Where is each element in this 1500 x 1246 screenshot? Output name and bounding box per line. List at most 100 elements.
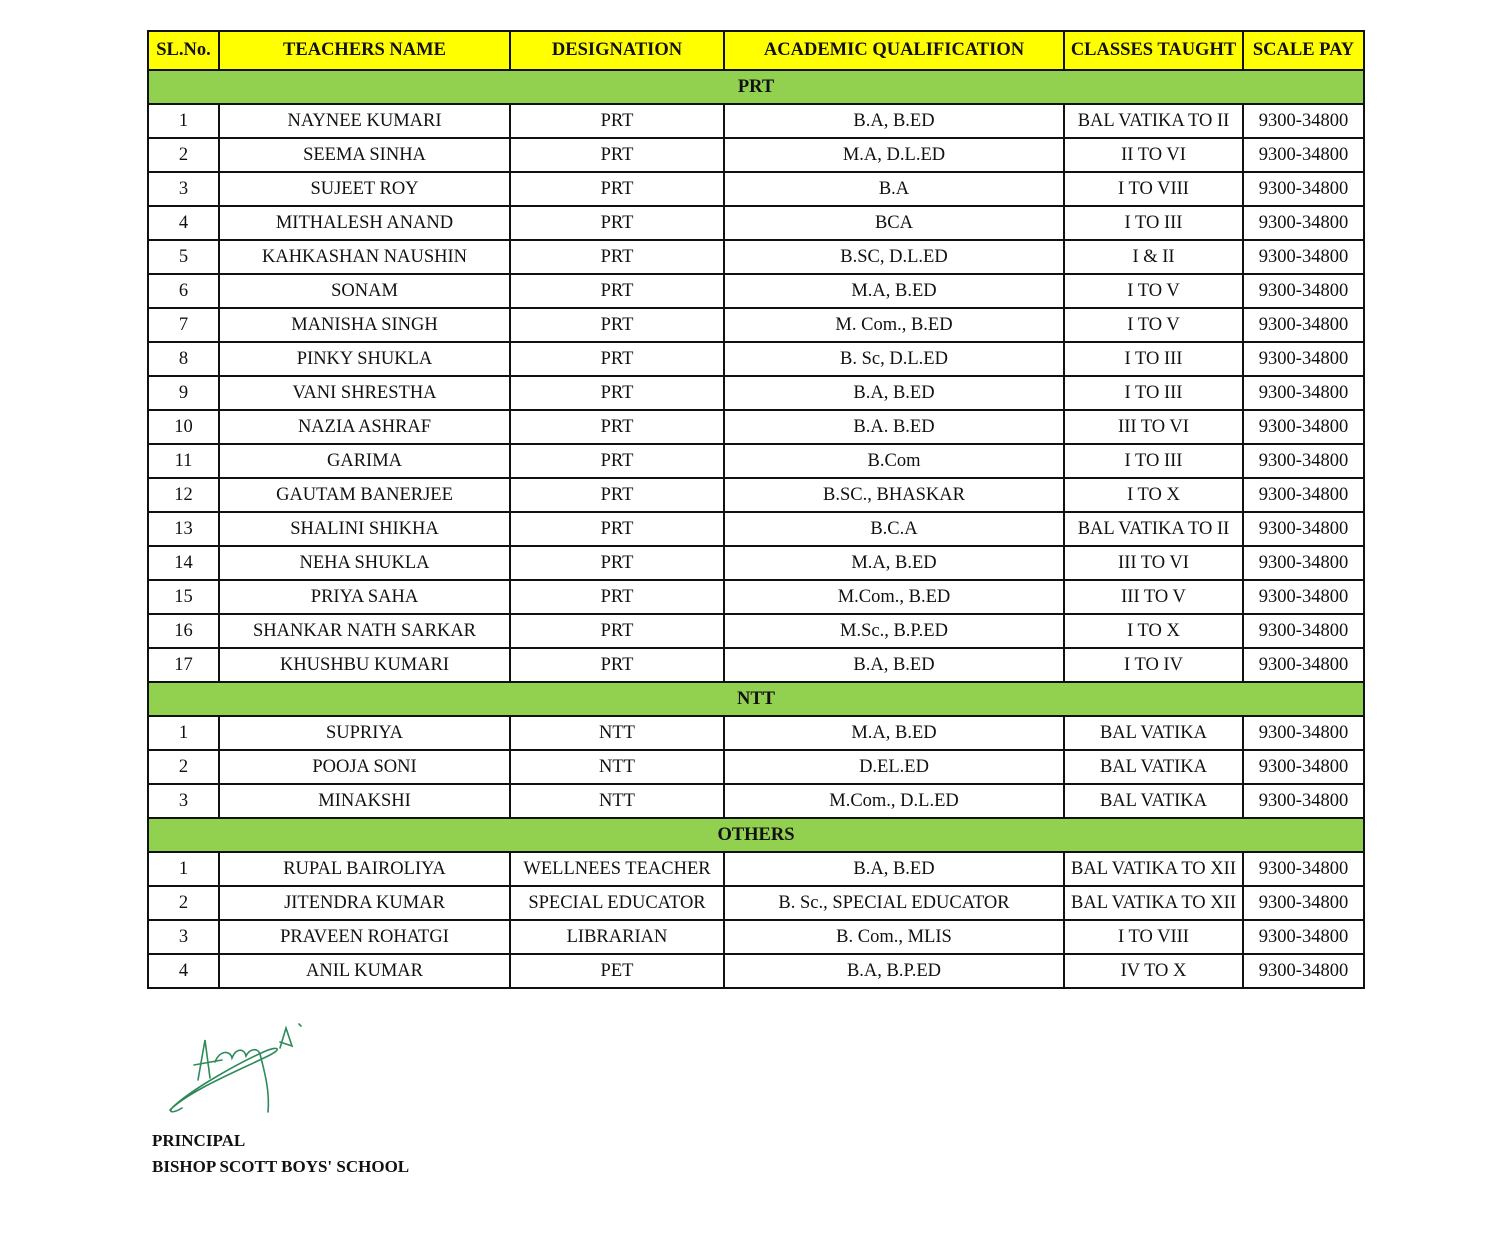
header-designation: DESIGNATION [509,30,725,71]
cell-teacher-name: POOJA SONI [218,749,511,785]
cell-designation: PRT [509,477,725,513]
header-sl-no: SL.No. [147,30,220,71]
cell-sl-no: 12 [147,477,220,513]
cell-designation: LIBRARIAN [509,919,725,955]
cell-designation: NTT [509,749,725,785]
cell-scale-pay: 9300-34800 [1242,749,1365,785]
cell-designation: PRT [509,443,725,479]
cell-classes-taught: BAL VATIKA TO II [1063,103,1244,139]
table-row: 5 KAHKASHAN NAUSHIN PRT B.SC, D.L.ED I & II 9… [147,239,1365,275]
cell-classes-taught: III TO VI [1063,545,1244,581]
table-row: 11 GARIMA PRT B.Com I TO III 9300-34800 [147,443,1365,479]
cell-teacher-name: SUPRIYA [218,715,511,751]
cell-scale-pay: 9300-34800 [1242,545,1365,581]
cell-classes-taught: I TO III [1063,375,1244,411]
cell-scale-pay: 9300-34800 [1242,511,1365,547]
cell-designation: PRT [509,579,725,615]
cell-scale-pay: 9300-34800 [1242,885,1365,921]
cell-sl-no: 15 [147,579,220,615]
table-row: 16 SHANKAR NATH SARKAR PRT M.Sc., B.P.ED I T… [147,613,1365,649]
cell-scale-pay: 9300-34800 [1242,613,1365,649]
table-row: 8 PINKY SHUKLA PRT B. Sc, D.L.ED I TO III 930… [147,341,1365,377]
table-row: 12 GAUTAM BANERJEE PRT B.SC., BHASKAR I TO X… [147,477,1365,513]
cell-teacher-name: KAHKASHAN NAUSHIN [218,239,511,275]
cell-qualification: B. Sc, D.L.ED [723,341,1065,377]
cell-classes-taught: I & II [1063,239,1244,275]
cell-classes-taught: II TO VI [1063,137,1244,173]
cell-scale-pay: 9300-34800 [1242,919,1365,955]
cell-sl-no: 4 [147,953,220,989]
cell-designation: SPECIAL EDUCATOR [509,885,725,921]
cell-teacher-name: SEEMA SINHA [218,137,511,173]
section-row: OTHERS [147,817,1365,853]
cell-sl-no: 2 [147,885,220,921]
cell-qualification: B.A, B.ED [723,103,1065,139]
cell-designation: PRT [509,545,725,581]
cell-teacher-name: PRAVEEN ROHATGI [218,919,511,955]
cell-classes-taught: I TO X [1063,613,1244,649]
cell-classes-taught: BAL VATIKA [1063,715,1244,751]
section-row: PRT [147,69,1365,105]
cell-classes-taught: III TO V [1063,579,1244,615]
cell-designation: PRT [509,239,725,275]
cell-sl-no: 3 [147,919,220,955]
cell-teacher-name: NEHA SHUKLA [218,545,511,581]
cell-designation: PRT [509,137,725,173]
section-row: NTT [147,681,1365,717]
table-row: 3 SUJEET ROY PRT B.A I TO VIII 9300-34800 [147,171,1365,207]
cell-designation: PRT [509,307,725,343]
cell-designation: NTT [509,715,725,751]
table-row: 1 NAYNEE KUMARI PRT B.A, B.ED BAL VATIKA TO … [147,103,1365,139]
cell-scale-pay: 9300-34800 [1242,851,1365,887]
cell-qualification: M. Com., B.ED [723,307,1065,343]
cell-classes-taught: BAL VATIKA TO II [1063,511,1244,547]
cell-teacher-name: GARIMA [218,443,511,479]
signatory-designation: PRINCIPAL [152,1131,246,1150]
cell-scale-pay: 9300-34800 [1242,783,1365,819]
table-row: 2 SEEMA SINHA PRT M.A, D.L.ED II TO VI 9300-3… [147,137,1365,173]
cell-qualification: B. Sc., SPECIAL EDUCATOR [723,885,1065,921]
cell-designation: PET [509,953,725,989]
cell-scale-pay: 9300-34800 [1242,171,1365,207]
cell-designation: PRT [509,171,725,207]
cell-scale-pay: 9300-34800 [1242,477,1365,513]
cell-qualification: M.Com., D.L.ED [723,783,1065,819]
cell-sl-no: 4 [147,205,220,241]
cell-qualification: B.A, B.P.ED [723,953,1065,989]
cell-teacher-name: SHALINI SHIKHA [218,511,511,547]
cell-qualification: B.A, B.ED [723,851,1065,887]
cell-sl-no: 11 [147,443,220,479]
teachers-table: SL.No. TEACHERS NAME DESIGNATION ACADEMI… [147,30,1365,989]
cell-designation: PRT [509,613,725,649]
table-row: 17 KHUSHBU KUMARI PRT B.A, B.ED I TO IV 9300-… [147,647,1365,683]
cell-sl-no: 3 [147,171,220,207]
cell-teacher-name: GAUTAM BANERJEE [218,477,511,513]
table-row: 2 JITENDRA KUMAR SPECIAL EDUCATOR B. Sc., S… [147,885,1365,921]
cell-sl-no: 3 [147,783,220,819]
cell-designation: PRT [509,647,725,683]
cell-teacher-name: NAZIA ASHRAF [218,409,511,445]
signature-block: PRINCIPAL BISHOP SCOTT BOYS' SCHOOL [152,1128,409,1180]
table-row: 15 PRIYA SAHA PRT M.Com., B.ED III TO V 9300-… [147,579,1365,615]
cell-classes-taught: I TO VIII [1063,171,1244,207]
cell-classes-taught: BAL VATIKA TO XII [1063,885,1244,921]
cell-teacher-name: RUPAL BAIROLIYA [218,851,511,887]
cell-teacher-name: VANI SHRESTHA [218,375,511,411]
cell-scale-pay: 9300-34800 [1242,239,1365,275]
cell-sl-no: 2 [147,137,220,173]
cell-qualification: M.A, B.ED [723,273,1065,309]
cell-scale-pay: 9300-34800 [1242,137,1365,173]
cell-designation: PRT [509,341,725,377]
cell-teacher-name: PRIYA SAHA [218,579,511,615]
header-academic-qualification: ACADEMIC QUALIFICATION [723,30,1065,71]
section-title: OTHERS [147,817,1365,853]
cell-teacher-name: MINAKSHI [218,783,511,819]
cell-scale-pay: 9300-34800 [1242,103,1365,139]
table-row: 10 NAZIA ASHRAF PRT B.A. B.ED III TO VI 9300-… [147,409,1365,445]
cell-qualification: M.A, D.L.ED [723,137,1065,173]
cell-designation: PRT [509,205,725,241]
cell-classes-taught: I TO V [1063,273,1244,309]
cell-classes-taught: BAL VATIKA [1063,783,1244,819]
cell-designation: PRT [509,511,725,547]
cell-designation: PRT [509,273,725,309]
